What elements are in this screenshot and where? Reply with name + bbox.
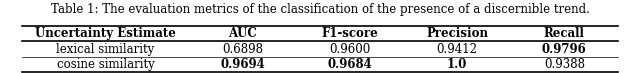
Text: Uncertainty Estimate: Uncertainty Estimate <box>35 27 176 40</box>
Text: Table 1: The evaluation metrics of the classification of the presence of a disce: Table 1: The evaluation metrics of the c… <box>51 3 589 16</box>
Text: AUC: AUC <box>228 27 257 40</box>
Text: Recall: Recall <box>544 27 585 40</box>
Text: cosine similarity: cosine similarity <box>57 58 154 71</box>
Text: 1.0: 1.0 <box>447 58 467 71</box>
Text: 0.9388: 0.9388 <box>544 58 585 71</box>
Text: 0.9412: 0.9412 <box>436 43 477 56</box>
Text: 0.9684: 0.9684 <box>328 58 372 71</box>
Text: F1-score: F1-score <box>321 27 378 40</box>
Text: 0.9694: 0.9694 <box>220 58 265 71</box>
Text: lexical similarity: lexical similarity <box>56 43 155 56</box>
Text: 0.9600: 0.9600 <box>329 43 371 56</box>
Text: Precision: Precision <box>426 27 488 40</box>
Text: 0.9796: 0.9796 <box>542 43 587 56</box>
Text: 0.6898: 0.6898 <box>222 43 263 56</box>
